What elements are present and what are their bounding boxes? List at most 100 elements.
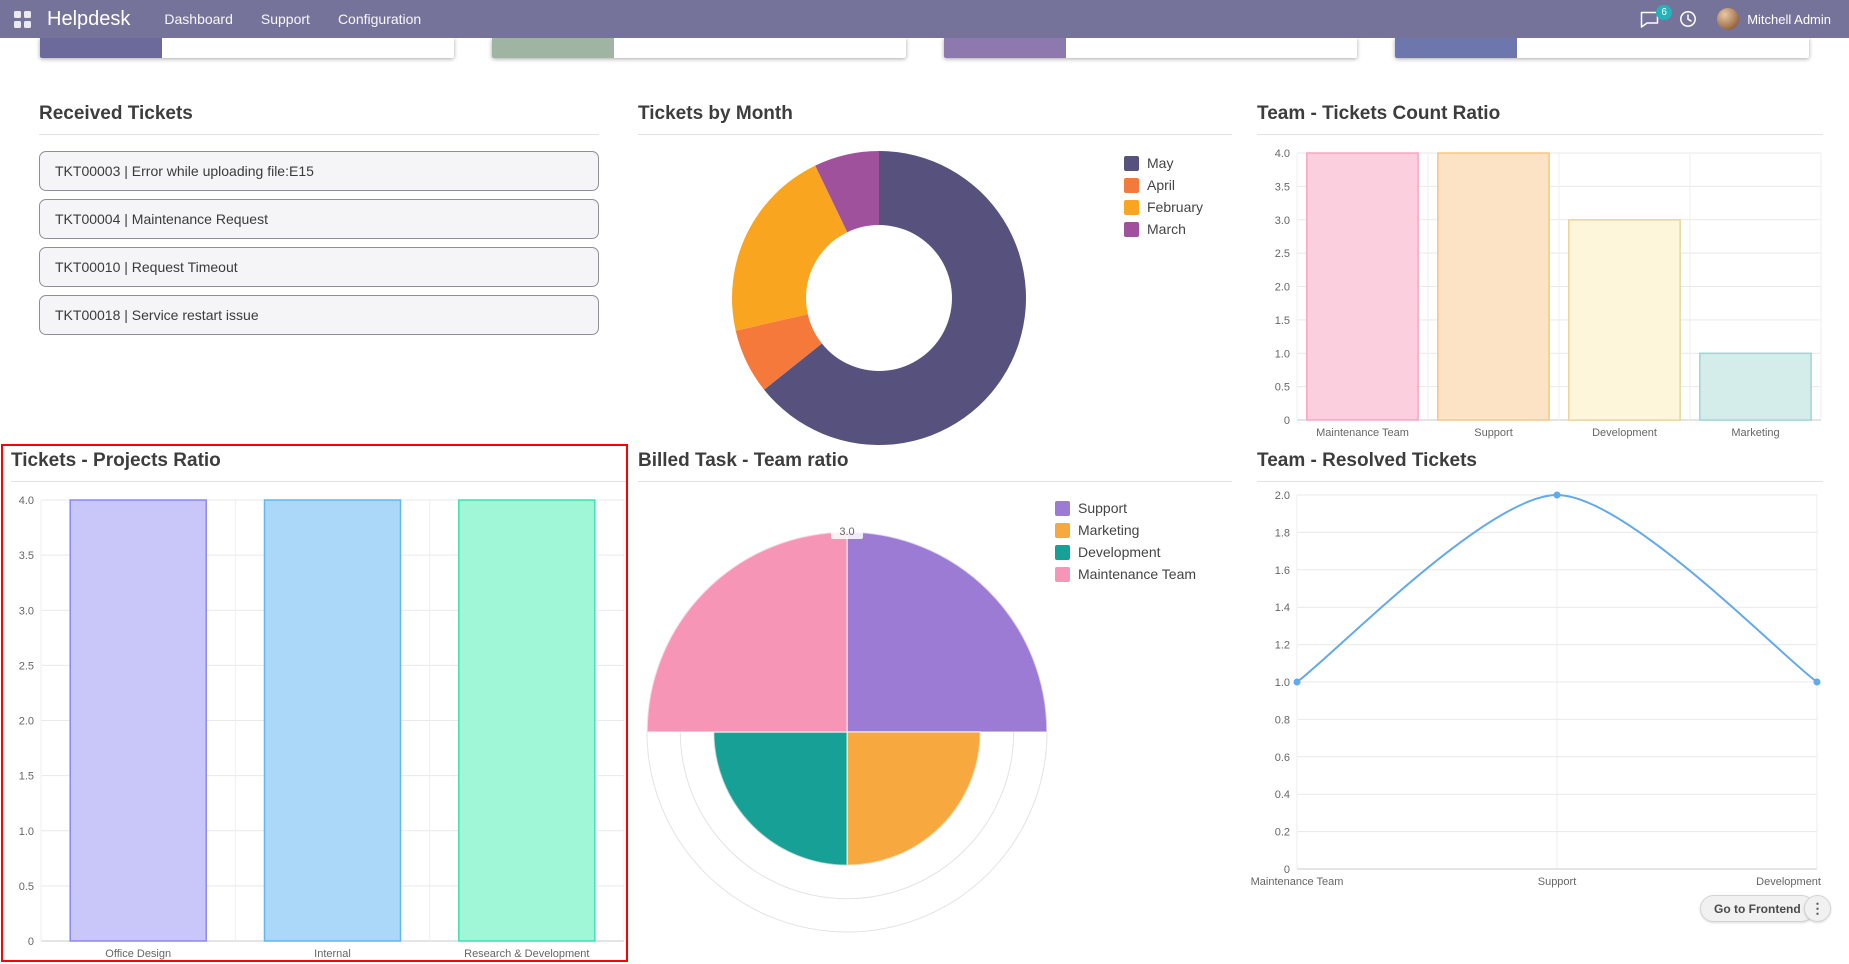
nav-item-configuration[interactable]: Configuration <box>337 11 422 27</box>
billed-task-legend: Support Marketing Development Maintenance T… <box>1055 500 1196 582</box>
tickets-by-month-donut-chart <box>732 151 1026 445</box>
more-options-button[interactable]: ⋮ <box>1804 895 1831 922</box>
svg-text:0.4: 0.4 <box>1275 789 1290 801</box>
line-point <box>1813 678 1821 686</box>
kanban-card[interactable] <box>943 38 1358 58</box>
line-point <box>1553 491 1561 499</box>
svg-text:1.5: 1.5 <box>19 771 34 783</box>
apps-menu-icon[interactable] <box>14 10 31 28</box>
svg-text:2.0: 2.0 <box>1275 282 1290 294</box>
bar <box>1568 219 1681 421</box>
legend-swatch <box>1055 522 1070 538</box>
bar <box>1437 152 1550 421</box>
svg-text:1.8: 1.8 <box>1275 527 1290 539</box>
svg-text:Development: Development <box>1756 876 1821 888</box>
panel-received-tickets: Received Tickets TKT00003 | Error while … <box>39 103 599 443</box>
user-name: Mitchell Admin <box>1747 11 1831 27</box>
billed-task-polar-chart: 3.0 <box>646 523 1048 933</box>
user-menu[interactable]: Mitchell Admin <box>1717 8 1831 30</box>
svg-text:Support: Support <box>1538 876 1577 888</box>
line-point <box>1293 678 1301 686</box>
legend-item[interactable]: Maintenance Team <box>1055 566 1196 582</box>
user-avatar <box>1717 8 1740 30</box>
bar <box>458 499 596 942</box>
kanban-card[interactable] <box>491 38 906 58</box>
kanban-card-color-block <box>40 38 162 58</box>
kanban-card[interactable] <box>1395 38 1809 58</box>
ticket-item[interactable]: TKT00003 | Error while uploading file:E1… <box>39 151 599 191</box>
legend-swatch <box>1055 566 1070 582</box>
legend-item[interactable]: May <box>1124 155 1203 171</box>
team-tickets-count-bar-chart: 0 0.5 1.0 1.5 2.0 2.5 3.0 3.5 4.0 Maintenance Tea… <box>1275 148 1822 439</box>
legend-label: Marketing <box>1078 522 1140 538</box>
ticket-item[interactable]: TKT00018 | Service restart issue <box>39 295 599 335</box>
svg-text:3.0: 3.0 <box>19 605 34 617</box>
svg-text:1.5: 1.5 <box>1275 315 1290 327</box>
kanban-card-color-block <box>943 38 1066 58</box>
panel-tickets-projects-ratio: Tickets - Projects Ratio 0 0.5 1.0 1.5 2.0 2.… <box>11 450 626 964</box>
bar <box>1306 152 1419 421</box>
team-resolved-line-chart: 0 0.2 0.4 0.6 0.8 1.0 1.2 1.4 1.6 1.8 2.0 Maintenan… <box>1251 490 1821 888</box>
svg-text:Development: Development <box>1592 427 1657 439</box>
svg-text:1.4: 1.4 <box>1275 602 1290 614</box>
legend-swatch <box>1124 199 1139 215</box>
legend-item[interactable]: Marketing <box>1055 522 1196 538</box>
chat-icon <box>1640 11 1659 28</box>
tickets-projects-ratio-title: Tickets - Projects Ratio <box>11 450 626 482</box>
donut-slice <box>735 314 822 390</box>
kanban-card[interactable] <box>40 38 454 58</box>
received-tickets-title: Received Tickets <box>39 103 599 135</box>
svg-text:0.6: 0.6 <box>1275 752 1290 764</box>
top-cards-row <box>0 38 1849 58</box>
donut-slice <box>732 165 848 331</box>
bar <box>1699 352 1812 421</box>
app-name[interactable]: Helpdesk <box>47 7 131 30</box>
svg-text:0.8: 0.8 <box>1275 714 1290 726</box>
panel-team-tickets-count-ratio: Team - Tickets Count Ratio 0 0.5 1.0 1.5 2.0… <box>1257 103 1823 448</box>
legend-swatch <box>1124 177 1139 193</box>
polar-slice <box>646 531 848 733</box>
svg-text:0: 0 <box>1284 864 1290 876</box>
svg-text:4.0: 4.0 <box>19 495 34 507</box>
legend-label: April <box>1147 177 1176 193</box>
svg-text:1.6: 1.6 <box>1275 565 1290 577</box>
legend-item[interactable]: Support <box>1055 500 1196 516</box>
legend-label: Development <box>1078 544 1161 560</box>
panel-team-resolved-tickets: Team - Resolved Tickets 0 0.2 0.4 0.6 0.8 1.0… <box>1251 450 1823 895</box>
legend-item[interactable]: March <box>1124 221 1203 237</box>
svg-text:1.0: 1.0 <box>1275 348 1290 360</box>
legend-item[interactable]: April <box>1124 177 1203 193</box>
team-tickets-count-ratio-title: Team - Tickets Count Ratio <box>1257 103 1823 135</box>
bar <box>263 499 402 942</box>
activity-clock-icon[interactable] <box>1679 10 1697 28</box>
ticket-item[interactable]: TKT00010 | Request Timeout <box>39 247 599 287</box>
svg-text:0.5: 0.5 <box>19 881 34 893</box>
received-tickets-list: TKT00003 | Error while uploading file:E1… <box>39 151 599 335</box>
messages-button[interactable]: 6 <box>1640 4 1673 28</box>
bar <box>69 499 207 942</box>
navbar-right: 6 Mitchell Admin <box>1640 4 1835 30</box>
legend-label: Support <box>1078 500 1128 516</box>
legend-label: Maintenance Team <box>1078 566 1197 582</box>
go-to-frontend-button[interactable]: Go to Frontend <box>1700 895 1815 922</box>
legend-item[interactable]: February <box>1124 199 1203 215</box>
svg-text:4.0: 4.0 <box>1275 148 1290 160</box>
svg-text:Office Design: Office Design <box>105 948 171 960</box>
svg-text:Research & Development: Research & Development <box>464 948 589 960</box>
svg-text:0: 0 <box>1284 415 1290 427</box>
navbar-menu: Dashboard Support Configuration <box>164 11 1640 27</box>
nav-item-support[interactable]: Support <box>260 11 310 27</box>
legend-swatch <box>1055 500 1070 516</box>
svg-text:Support: Support <box>1474 427 1513 439</box>
legend-label: March <box>1147 221 1186 237</box>
billed-task-team-ratio-title: Billed Task - Team ratio <box>638 450 1232 482</box>
svg-text:1.0: 1.0 <box>19 826 34 838</box>
panel-billed-task-team-ratio: Billed Task - Team ratio 3.0 Support Mark… <box>638 450 1232 955</box>
legend-item[interactable]: Development <box>1055 544 1196 560</box>
svg-text:0.5: 0.5 <box>1275 382 1290 394</box>
svg-text:2.5: 2.5 <box>1275 248 1290 260</box>
ticket-item[interactable]: TKT00004 | Maintenance Request <box>39 199 599 239</box>
donut-slice <box>764 151 1026 445</box>
nav-item-dashboard[interactable]: Dashboard <box>164 11 233 27</box>
team-resolved-tickets-title: Team - Resolved Tickets <box>1257 450 1823 482</box>
